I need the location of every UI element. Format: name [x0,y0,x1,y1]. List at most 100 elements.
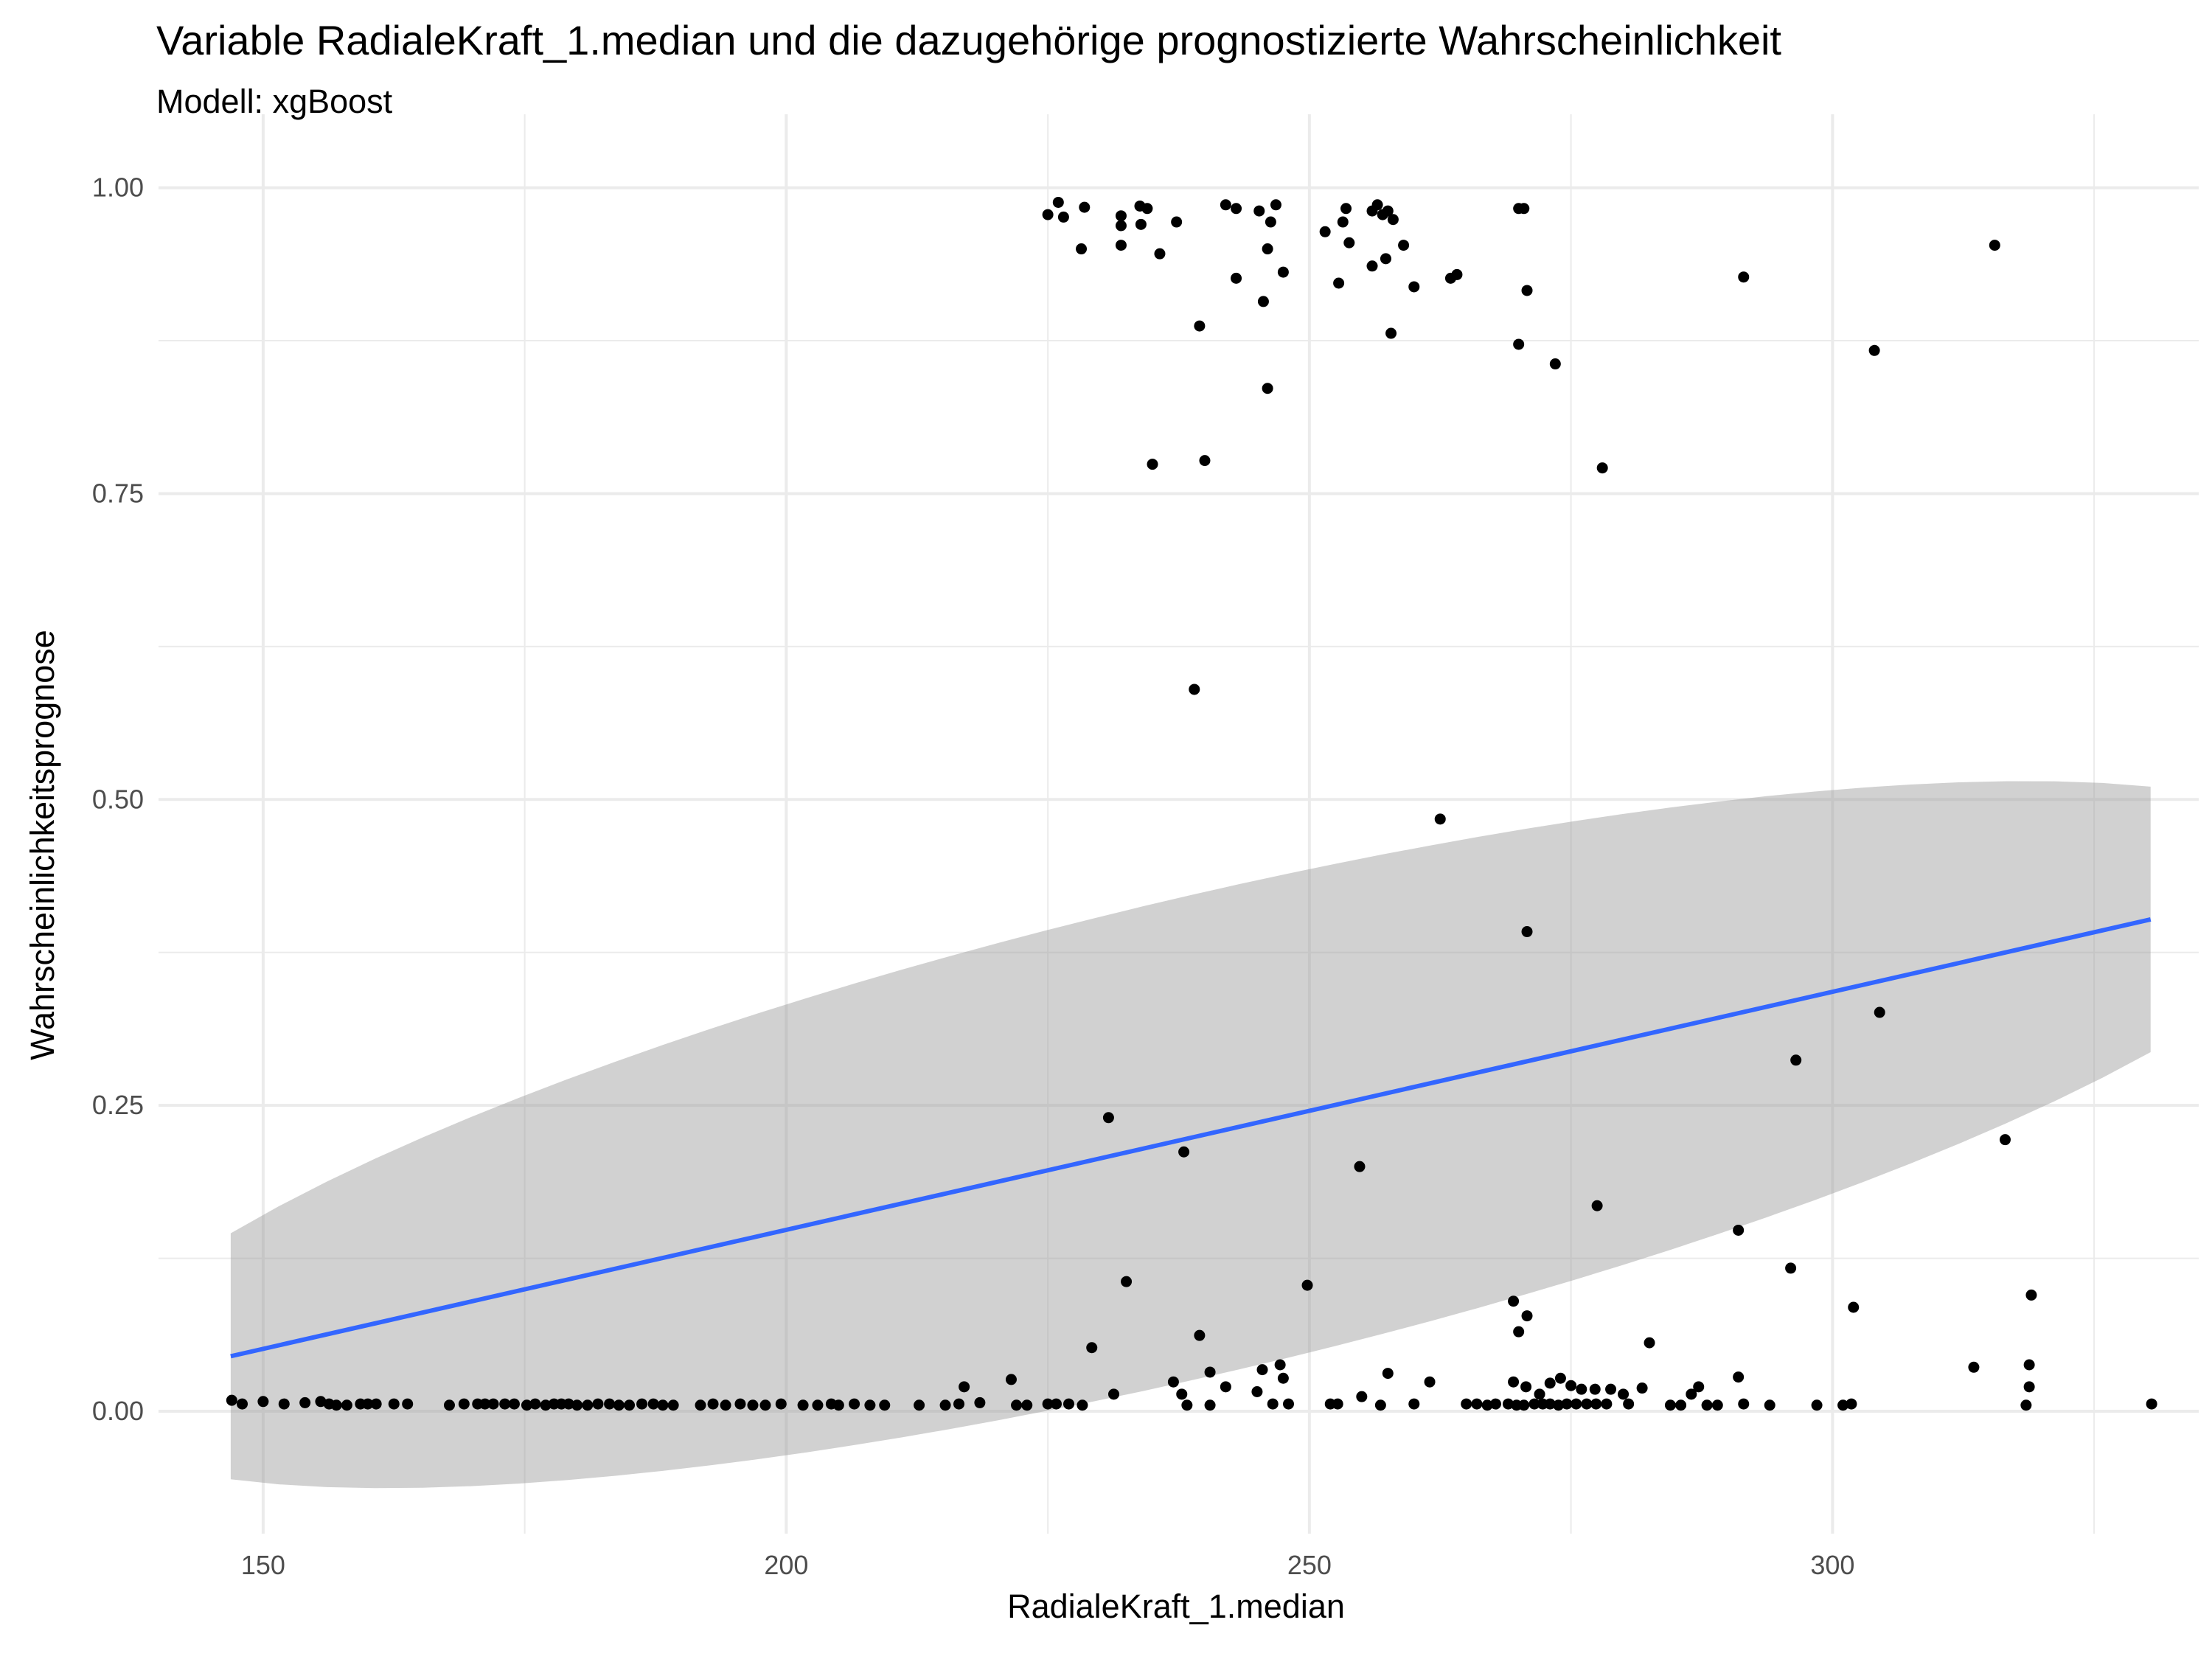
data-point [1508,1295,1520,1307]
data-point [1701,1399,1713,1411]
data-point [402,1398,414,1410]
data-point [1121,1276,1133,1287]
data-point [1693,1381,1705,1393]
data-point [707,1398,719,1410]
data-point [1382,205,1394,217]
data-point [864,1399,876,1411]
x-axis-ticks: 150 200 250 300 [241,1550,1855,1580]
data-point [1385,327,1397,339]
data-point [443,1399,455,1411]
data-point [2020,1399,2032,1411]
data-point [388,1398,400,1410]
data-point [2023,1381,2035,1393]
data-point [1333,277,1345,289]
data-point [797,1399,809,1411]
data-point [1257,296,1269,307]
data-point [1115,210,1127,222]
data-point [775,1398,787,1410]
chart-title: Variable RadialeKraft_1.median und die d… [156,17,1781,63]
y-axis-ticks: 0.00 0.25 0.50 0.75 1.00 [92,173,144,1426]
data-point [1534,1388,1545,1400]
chart-subtitle: Modell: xgBoost [156,83,393,120]
confidence-ribbon-layer [230,781,2151,1489]
data-point [499,1398,511,1410]
data-point [1231,272,1242,284]
data-point [812,1399,824,1411]
data-point [226,1394,237,1406]
data-point [1513,338,1525,350]
data-point [1371,199,1383,211]
data-point [1108,1388,1120,1400]
data-point [1274,1359,1286,1371]
data-point [1461,1398,1472,1410]
data-point [1513,1326,1525,1338]
data-point [1518,1399,1530,1411]
data-point [1199,455,1211,467]
y-tick-label: 0.25 [92,1090,144,1120]
major-gridlines [159,114,2199,1534]
data-point [563,1398,574,1410]
data-point [1086,1342,1098,1354]
confidence-ribbon [230,781,2151,1489]
data-point [1251,1386,1263,1397]
data-point [1528,1398,1540,1410]
data-point [1738,271,1750,283]
data-point [278,1398,290,1410]
data-point [1398,240,1410,251]
y-axis-label: Wahrscheinlichkeitsprognose [24,630,61,1060]
data-point [540,1399,552,1411]
data-point [1738,1398,1750,1410]
data-point [1076,243,1088,255]
data-point [1518,203,1530,215]
data-point [582,1399,594,1411]
data-point [1846,1398,1857,1410]
data-point [299,1397,311,1408]
data-points-layer [226,196,2157,1411]
y-tick-label: 0.50 [92,784,144,814]
data-point [1424,1376,1436,1388]
data-point [939,1399,951,1411]
data-point [1521,1310,1533,1322]
data-point [1553,1399,1565,1411]
data-point [959,1381,970,1393]
data-point [2146,1398,2157,1410]
data-point [341,1399,352,1411]
data-point [1968,1361,1980,1373]
data-point [1733,1224,1745,1236]
data-point [1521,285,1533,296]
data-point [1176,1388,1188,1400]
y-tick-label: 1.00 [92,173,144,203]
data-point [1565,1380,1577,1391]
data-point [1549,358,1561,370]
data-point [1686,1388,1697,1400]
data-point [1837,1399,1849,1411]
data-point [1115,240,1127,251]
data-point [1590,1398,1602,1410]
data-point [592,1398,604,1410]
data-point [1874,1006,1885,1018]
data-point [237,1398,248,1410]
data-point [1050,1398,1062,1410]
data-point [1589,1383,1601,1395]
data-point [613,1399,625,1411]
data-point [1340,203,1352,215]
data-point [879,1399,891,1411]
data-point [1408,281,1420,293]
data-point [1005,1374,1017,1385]
data-point [647,1398,659,1410]
data-point [1521,926,1533,938]
minor-gridlines [159,114,2199,1534]
data-point [1644,1337,1655,1349]
data-point [1374,1399,1386,1411]
data-point [315,1396,327,1408]
data-point [657,1399,669,1411]
data-point [1115,220,1127,232]
x-tick-label: 250 [1287,1550,1332,1580]
data-point [734,1398,746,1410]
data-point [1354,1161,1366,1172]
data-point [1262,383,1273,394]
data-point [1141,203,1153,215]
data-point [1204,1366,1216,1378]
data-point [1664,1399,1676,1411]
